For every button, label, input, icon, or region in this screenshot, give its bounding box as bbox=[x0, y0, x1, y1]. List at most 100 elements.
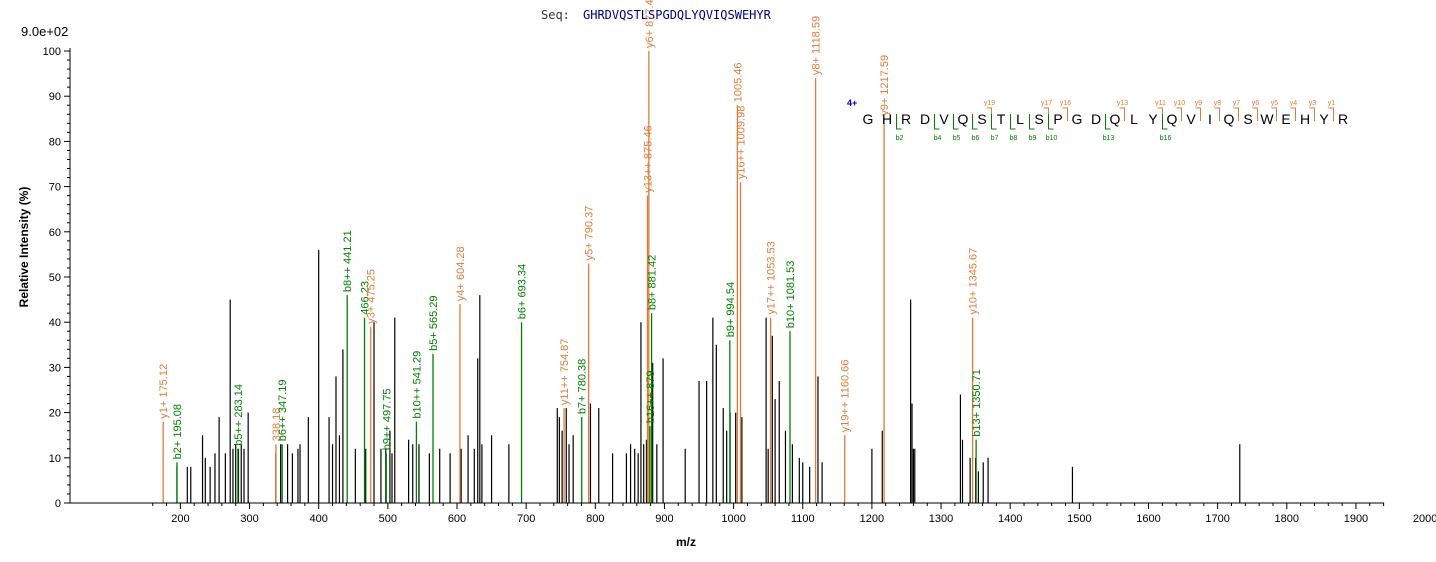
b-ion-label: b6++ 347.19 bbox=[277, 379, 289, 441]
b-fragment-mark bbox=[1048, 114, 1054, 130]
x-tick-label: 1900 bbox=[1344, 513, 1368, 525]
x-tick-label: 800 bbox=[586, 513, 604, 525]
b-ion-label: b9+ 994.54 bbox=[725, 282, 737, 337]
x-tick-label: 1800 bbox=[1275, 513, 1299, 525]
y-fragment-mark bbox=[1119, 107, 1125, 121]
peptide-residue: D bbox=[920, 111, 930, 127]
peptide-residue: T bbox=[997, 111, 1006, 127]
b-fragment-label: b6 bbox=[972, 135, 980, 142]
b-fragment-mark bbox=[896, 114, 902, 130]
peptide-residue: S bbox=[1034, 111, 1043, 127]
b-fragment-label: b7 bbox=[991, 135, 999, 142]
b-fragment-label: b16 bbox=[1160, 135, 1172, 142]
b-fragment-mark bbox=[972, 114, 978, 130]
peptide-residue: I bbox=[1208, 111, 1212, 127]
y-fragment-label: y3 bbox=[1309, 100, 1317, 107]
charge-state-label: 4+ bbox=[847, 98, 857, 108]
b-fragment-mark bbox=[934, 114, 940, 130]
y-fragment-label: y7 bbox=[1233, 100, 1241, 107]
x-axis-title: m/z bbox=[676, 535, 696, 549]
y-ion-label: y4+ 604.28 bbox=[455, 246, 467, 301]
b-ion-label: b10+ 1081.53 bbox=[785, 261, 797, 329]
y-tick-label: 80 bbox=[49, 136, 61, 148]
b-ion-label: b6+ 693.34 bbox=[517, 264, 529, 319]
y-tick-label: 10 bbox=[49, 453, 61, 465]
y-fragment-mark bbox=[986, 107, 992, 121]
peptide-residue: V bbox=[1186, 111, 1196, 127]
y-ion-label: y11++ 754.87 bbox=[559, 339, 571, 405]
b-ion-label: b10++ 541.29 bbox=[411, 351, 423, 419]
y-fragment-label: y17 bbox=[1041, 100, 1052, 107]
sequence-value: GHRDVQSTLSPGDQLYQVIQSWEHYR bbox=[583, 8, 772, 22]
b-fragment-label: b10 bbox=[1046, 135, 1058, 142]
y-fragment-mark bbox=[1309, 107, 1315, 121]
peptide-residue: S bbox=[1243, 111, 1252, 127]
b-ion-label: b5++ 283.14 bbox=[233, 384, 245, 446]
y-fragment-mark bbox=[1157, 107, 1163, 121]
b-ion-label: b16++ 879 bbox=[645, 371, 657, 424]
y-fragment-label: y9 bbox=[1195, 100, 1203, 107]
peptide-residue: S bbox=[977, 111, 986, 127]
y-fragment-mark bbox=[1195, 107, 1201, 121]
y-fragment-mark bbox=[1233, 107, 1239, 121]
y-tick-label: 90 bbox=[49, 91, 61, 103]
b-ion-label: b5+ 565.29 bbox=[428, 295, 440, 350]
b-ion-label: b2+ 195.08 bbox=[172, 404, 184, 459]
b-fragment-label: b4 bbox=[934, 135, 942, 142]
y-tick-label: 60 bbox=[49, 227, 61, 239]
y-fragment-label: y11 bbox=[1155, 100, 1166, 107]
b-ion-label: b7+ 780.38 bbox=[577, 359, 589, 414]
peptide-residue: E bbox=[1281, 111, 1290, 127]
b-fragment-label: b5 bbox=[953, 135, 961, 142]
peaks-layer bbox=[162, 51, 1241, 503]
peptide-residue: V bbox=[939, 111, 949, 127]
y-fragment-label: y1 bbox=[1328, 100, 1336, 107]
y-fragment-mark bbox=[1252, 107, 1258, 121]
x-tick-label: 1400 bbox=[998, 513, 1022, 525]
b-fragment-label: b8 bbox=[1010, 135, 1018, 142]
y-fragment-mark bbox=[1214, 107, 1220, 121]
y-fragment-label: y5 bbox=[1271, 100, 1279, 107]
x-tick-label: 500 bbox=[379, 513, 397, 525]
x-tick-label: 300 bbox=[240, 513, 258, 525]
intensity-scale-label: 9.0e+02 bbox=[21, 24, 68, 39]
sequence-label: Seq: bbox=[541, 8, 570, 22]
b-fragment-label: b13 bbox=[1103, 135, 1115, 142]
b-fragment-label: b9 bbox=[1029, 135, 1037, 142]
y-ion-label: y3+ 475.25 bbox=[366, 269, 378, 324]
x-tick-label: 600 bbox=[448, 513, 466, 525]
y-fragment-label: y19 bbox=[984, 100, 995, 107]
x-tick-label: 900 bbox=[655, 513, 673, 525]
peptide-residue: G bbox=[863, 111, 874, 127]
y-fragment-mark bbox=[1043, 107, 1049, 121]
b-ion-label: b8+ 881.42 bbox=[647, 255, 659, 310]
y-ion-label: y5+ 790.37 bbox=[584, 206, 596, 261]
x-tick-label: 200 bbox=[171, 513, 189, 525]
peptide-residue: Q bbox=[958, 111, 969, 127]
y-ion-label: y16++ 1009.98 bbox=[736, 106, 748, 179]
b-fragment-mark bbox=[1029, 114, 1035, 130]
y-tick-label: 30 bbox=[49, 362, 61, 374]
y-ion-label: 1005.46 bbox=[732, 62, 744, 102]
peptide-residue: H bbox=[882, 111, 892, 127]
y-fragment-mark bbox=[1328, 107, 1334, 121]
axes-layer: 200 300 400 500 600 700 800 900 1000 1100 1200 1300… bbox=[43, 46, 1436, 525]
x-tick-label: 1500 bbox=[1067, 513, 1091, 525]
y-tick-label: 70 bbox=[49, 182, 61, 194]
b-fragment-label: b2 bbox=[896, 135, 904, 142]
b-fragment-mark bbox=[953, 114, 959, 130]
y-fragment-label: y6 bbox=[1252, 100, 1260, 107]
x-tick-label: 400 bbox=[310, 513, 328, 525]
y-ion-label: y8+ 1118.59 bbox=[811, 16, 823, 75]
peptide-residue: R bbox=[901, 111, 911, 127]
y-tick-label: 50 bbox=[49, 272, 61, 284]
y-ion-label: y10+ 1345.67 bbox=[968, 248, 980, 315]
b-ion-label: b8++ 441.21 bbox=[342, 230, 354, 292]
peptide-residue: W bbox=[1260, 111, 1274, 127]
y-fragment-label: y10 bbox=[1174, 100, 1185, 107]
x-tick-label: 1600 bbox=[1136, 513, 1160, 525]
x-tick-label: 1000 bbox=[721, 513, 745, 525]
y-ion-label: y6+ 877.40 bbox=[644, 0, 656, 48]
